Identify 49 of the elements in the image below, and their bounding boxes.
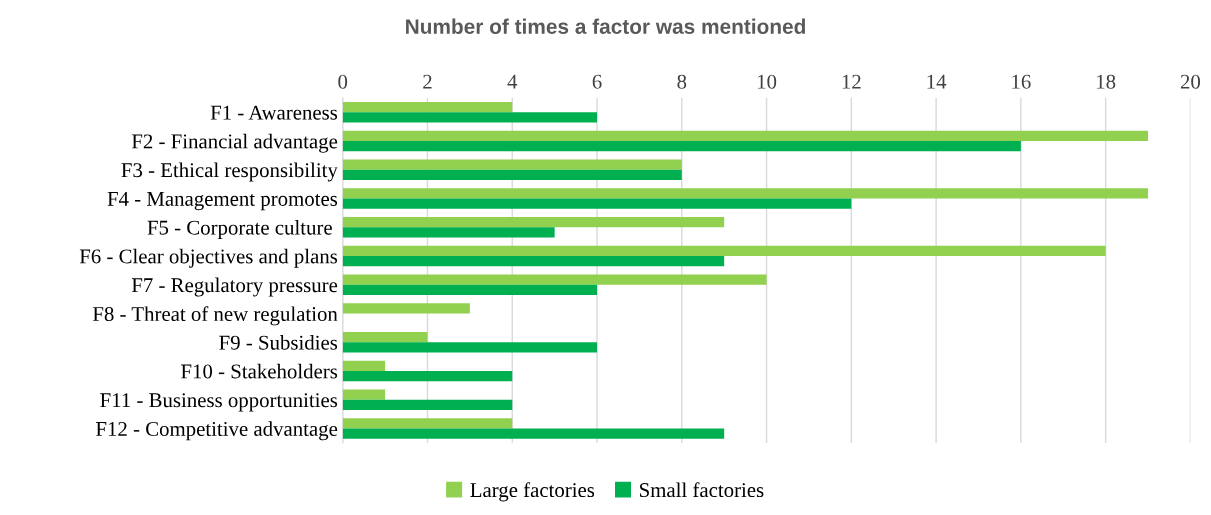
- bar: [342, 303, 470, 314]
- bar: [342, 399, 513, 411]
- bar: [342, 274, 767, 285]
- x-tick-label: 2: [423, 74, 432, 89]
- x-tick-label: 14: [927, 74, 947, 89]
- bar: [342, 284, 598, 296]
- bar: [342, 342, 598, 353]
- bar: [342, 216, 725, 228]
- bar: [342, 360, 386, 372]
- y-tick-label: F4 - Management promotes: [107, 191, 338, 211]
- x-tick-label: 16: [1012, 74, 1031, 89]
- y-tick-label: F9 - Subsidies: [219, 335, 338, 350]
- bar: [342, 159, 682, 170]
- x-tick-label: 12: [842, 74, 861, 89]
- bar: [342, 331, 428, 343]
- bar: [342, 130, 1149, 141]
- legend-label: Small factories: [640, 482, 764, 498]
- bar: [342, 371, 513, 382]
- bar: [342, 188, 1149, 199]
- x-tick-label: 0: [338, 74, 348, 89]
- y-tick-label: F6 - Clear objectives and plans: [79, 248, 338, 268]
- y-tick-label: F2 - Financial advantage: [131, 133, 338, 153]
- y-tick-label: F11 - Business opportunities: [100, 393, 338, 412]
- bar: [342, 428, 725, 439]
- bar: [342, 112, 598, 123]
- y-tick-label: F1 - Awareness: [210, 105, 338, 120]
- y-tick-label: F5 - Corporate culture: [147, 220, 332, 239]
- y-tick-label: F8 - Threat of new regulation: [92, 306, 338, 326]
- x-tick-label: 20: [1180, 74, 1201, 89]
- bar: [342, 227, 555, 238]
- y-tick-label: F3 - Ethical responsibility: [121, 162, 338, 182]
- bar: [342, 198, 852, 209]
- bar: [342, 169, 682, 181]
- x-tick-label: 10: [757, 74, 777, 89]
- x-tick-label: 6: [592, 74, 602, 89]
- bar: [342, 256, 725, 267]
- chart-title: Number of times a factor was mentioned: [406, 18, 805, 34]
- bar: [342, 101, 513, 113]
- y-tick-label: F7 - Regulatory pressure: [131, 277, 338, 297]
- bar: [342, 245, 1106, 256]
- bar: [342, 140, 1021, 152]
- x-tick-label: 8: [677, 74, 687, 89]
- y-tick-label: F10 - Stakeholders: [181, 363, 338, 379]
- x-tick-label: 4: [507, 74, 518, 89]
- x-tick-label: 18: [1097, 74, 1116, 89]
- bar: [342, 418, 513, 429]
- legend-label: Large factories: [470, 482, 595, 502]
- y-tick-label: F12 - Competitive advantage: [96, 421, 338, 441]
- bar: [342, 389, 386, 400]
